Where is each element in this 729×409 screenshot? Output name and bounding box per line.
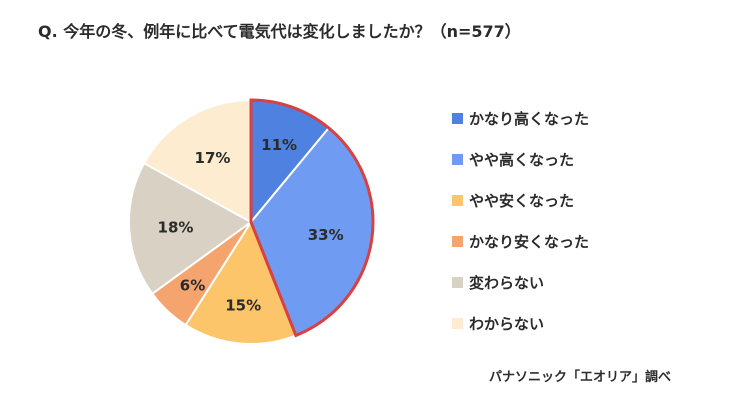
pie-slice-5 [128, 161, 253, 296]
slice-value-label-5: 18% [158, 219, 194, 237]
slice-value-label-6: 17% [195, 149, 231, 167]
slice-value-label-1: 11% [261, 136, 297, 154]
slice-value-label-3: 15% [225, 297, 261, 315]
legend-swatch-4 [452, 235, 463, 247]
legend-item-2: やや高くなった [452, 149, 589, 169]
legend-label-5: 変わらない [469, 273, 545, 292]
highlight-outline [249, 98, 375, 338]
legend-label-3: やや安くなった [469, 191, 575, 210]
legend-label-2: やや高くなった [469, 150, 575, 169]
legend-swatch-5 [452, 276, 463, 288]
legend-item-1: かなり高くなった [452, 108, 589, 128]
slice-value-label-4: 6% [180, 276, 205, 294]
legend-label-6: わからない [469, 314, 545, 333]
legend-swatch-2 [452, 153, 463, 165]
legend-swatch-3 [452, 194, 463, 206]
chart-source: パナソニック「エオリア」調べ [489, 370, 672, 385]
legend-swatch-1 [452, 112, 463, 124]
legend-label-1: かなり高くなった [469, 109, 590, 128]
legend-label-4: かなり安くなった [469, 232, 590, 251]
legend-item-5: 変わらない [452, 272, 589, 292]
legend-item-3: やや安くなった [452, 190, 589, 210]
legend-swatch-6 [452, 317, 463, 329]
pie-slice-6 [142, 98, 252, 224]
chart-legend: かなり高くなった やや高くなった やや安くなった かなり安くなった 変わらないわからない [452, 108, 589, 354]
legend-item-4: かなり安くなった [452, 231, 589, 251]
slice-value-label-2: 33% [308, 226, 344, 244]
chart-title: Q. 今年の冬、例年に比べて電気代は変化しましたか？（n=577） [38, 22, 521, 41]
legend-item-6: わからない [452, 313, 589, 333]
pie-slice-3 [184, 219, 298, 345]
